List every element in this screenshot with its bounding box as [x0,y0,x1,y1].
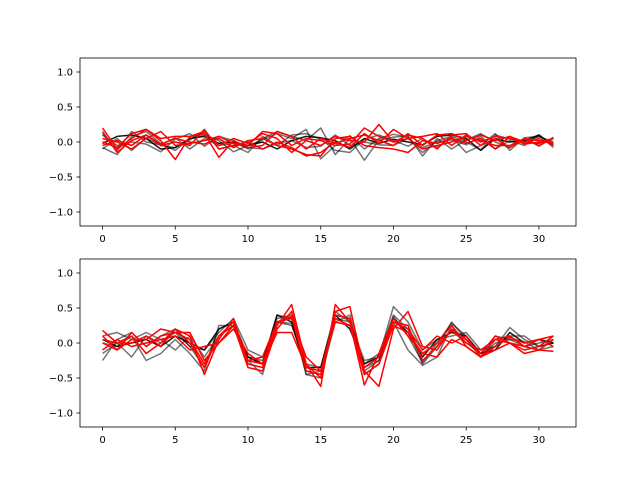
y-tick-label: −0.5 [49,374,73,385]
x-tick-label: 5 [172,234,178,245]
bottom-subplot: 0 5 10 15 20 25 30 −1.0 −0.5 0.0 0.5 1.0 [49,258,577,446]
y-tick-label: 0.5 [57,103,73,114]
x-tick-label: 20 [387,234,400,245]
x-tick-label: 15 [314,234,327,245]
series-line-8 [102,134,554,157]
series-line-6 [102,128,554,159]
y-tick-label: 0.0 [57,339,73,350]
series-line-9 [102,127,554,150]
y-tick-label: 0.0 [57,138,73,149]
x-tick-label: 30 [533,234,546,245]
top-subplot: 0 5 10 15 20 25 30 −1.0 −0.5 0.0 0.5 1.0 [49,57,577,245]
x-tick-label: 25 [460,234,473,245]
x-tick-label: 0 [99,234,105,245]
x-tick-label: 5 [172,435,178,446]
series-line-4 [102,134,554,152]
x-tick-label: 20 [387,435,400,446]
series-line-9 [102,314,554,376]
y-tick-label: 1.0 [57,68,73,79]
x-tick-label: 10 [242,435,255,446]
y-tick-label: 0.5 [57,304,73,315]
y-tick-label: −0.5 [49,173,73,184]
y-tick-label: −1.0 [49,208,73,219]
series-line-8 [102,321,554,376]
x-tick-label: 10 [242,234,255,245]
y-tick-label: 1.0 [57,269,73,280]
y-tick-label: −1.0 [49,409,73,420]
x-tick-label: 0 [99,435,105,446]
x-tick-label: 30 [533,435,546,446]
x-tick-label: 25 [460,435,473,446]
x-tick-label: 15 [314,435,327,446]
